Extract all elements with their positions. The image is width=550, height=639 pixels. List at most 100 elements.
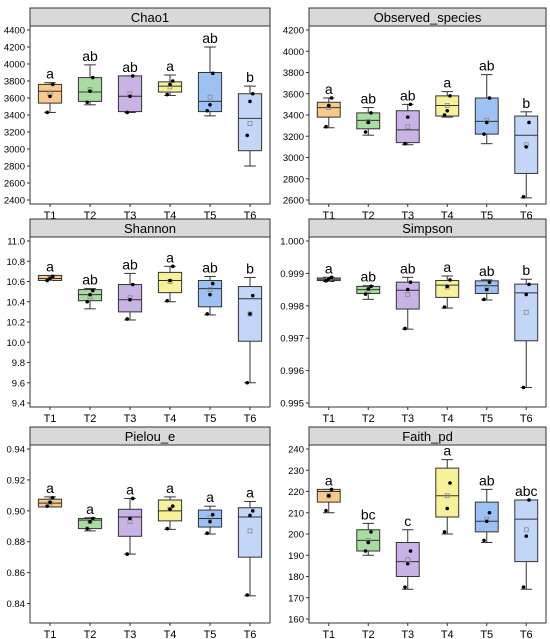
x-tick-label: T6 <box>244 413 257 425</box>
data-point <box>521 195 526 199</box>
significance-letter: bc <box>361 506 376 522</box>
significance-letter: ab <box>82 272 98 288</box>
significance-letter: a <box>325 81 333 97</box>
panel-2: Shannon 9.4 9.6 9.8 10.0 10.2 10.4 10.6 10.8 11.0… <box>7 218 271 425</box>
data-point <box>403 585 407 589</box>
significance-letter: b <box>522 95 530 111</box>
significance-letter: ab <box>479 263 495 279</box>
y-tick-label: 220 <box>288 487 304 498</box>
data-point <box>363 130 368 134</box>
data-point <box>484 519 489 524</box>
data-point <box>366 287 371 291</box>
y-tick-label: 3400 <box>4 111 25 122</box>
panel-title: Shannon <box>124 221 176 236</box>
significance-letter: ab <box>400 260 416 276</box>
mean-marker <box>87 519 93 525</box>
mean-marker <box>167 506 173 512</box>
data-point <box>366 120 371 125</box>
significance-letter: b <box>246 69 254 85</box>
box-T4: a T4 <box>435 443 460 639</box>
data-point <box>369 111 373 115</box>
box-T6: b T6 <box>237 260 263 425</box>
data-point <box>125 552 130 556</box>
data-point <box>329 487 334 492</box>
y-tick-label: 0.999 <box>280 269 304 280</box>
data-point <box>324 508 328 513</box>
y-tick-label: 230 <box>288 466 304 477</box>
y-tick-label: 2800 <box>4 162 25 173</box>
data-point <box>125 317 130 321</box>
significance-letter: a <box>46 480 54 496</box>
data-point <box>329 96 334 100</box>
y-tick-label: 0.92 <box>7 475 26 486</box>
x-tick-label: T5 <box>204 413 217 425</box>
x-tick-label: T3 <box>124 629 137 639</box>
panel-1: Observed_species 2600 2800 3000 3200 3400 3600… <box>283 7 547 222</box>
y-tick-label: 0.996 <box>280 366 304 377</box>
box-iqr <box>117 508 143 537</box>
data-point <box>521 585 526 589</box>
data-point <box>130 496 135 501</box>
y-tick-label: 170 <box>288 593 304 604</box>
panel-3: Simpson 0.995 0.996 0.997 0.998 0.999 1.000 a T1… <box>280 218 547 425</box>
box-iqr <box>514 499 539 563</box>
data-point <box>165 526 170 531</box>
data-point <box>90 75 95 80</box>
data-point <box>245 380 250 385</box>
y-tick-label: 10.6 <box>7 277 26 288</box>
data-point <box>448 481 452 485</box>
significance-letter: a <box>325 260 333 276</box>
data-point <box>90 516 95 521</box>
data-point <box>205 108 210 113</box>
data-point <box>442 530 447 534</box>
significance-letter: ab <box>122 256 138 272</box>
data-point <box>445 108 450 113</box>
significance-letter: a <box>126 481 134 497</box>
box-iqr <box>37 83 63 104</box>
x-tick-label: T4 <box>164 413 177 425</box>
x-tick-label: T2 <box>84 629 97 639</box>
y-tick-label: 3200 <box>4 128 25 139</box>
data-point <box>48 276 52 281</box>
significance-letter: c <box>404 513 411 529</box>
x-tick-label: T5 <box>204 629 217 639</box>
significance-letter: a <box>443 259 451 275</box>
data-point <box>445 506 450 511</box>
data-point <box>250 293 255 298</box>
data-point <box>170 79 175 83</box>
data-point <box>250 509 255 513</box>
data-point <box>366 540 371 545</box>
y-tick-label: 4000 <box>283 47 304 58</box>
panel-title: Simpson <box>402 221 453 236</box>
significance-letter: a <box>325 472 333 488</box>
data-point <box>170 264 175 269</box>
y-tick-label: 4200 <box>283 26 304 37</box>
significance-letter: a <box>166 249 174 265</box>
y-tick-label: 3000 <box>283 153 304 164</box>
data-point <box>210 71 215 76</box>
x-tick-label: T3 <box>401 629 414 639</box>
mean-marker <box>207 94 213 100</box>
box-iqr <box>237 93 263 152</box>
significance-letter: ab <box>202 30 218 46</box>
mean-marker <box>47 276 53 281</box>
data-point <box>85 100 90 105</box>
data-point <box>248 513 252 518</box>
box-T2: a T2 <box>77 501 103 639</box>
data-point <box>324 124 328 129</box>
data-point <box>130 74 135 78</box>
box-T1: a T1 <box>37 480 63 639</box>
mean-marker <box>405 124 411 130</box>
box-iqr <box>395 281 420 310</box>
data-point <box>326 103 331 108</box>
data-point <box>363 292 368 296</box>
box-T6: b T6 <box>514 262 539 425</box>
significance-letter: ab <box>202 259 218 275</box>
x-tick-label: T4 <box>164 629 177 639</box>
data-point <box>527 498 531 502</box>
x-tick-label: T1 <box>322 413 335 425</box>
